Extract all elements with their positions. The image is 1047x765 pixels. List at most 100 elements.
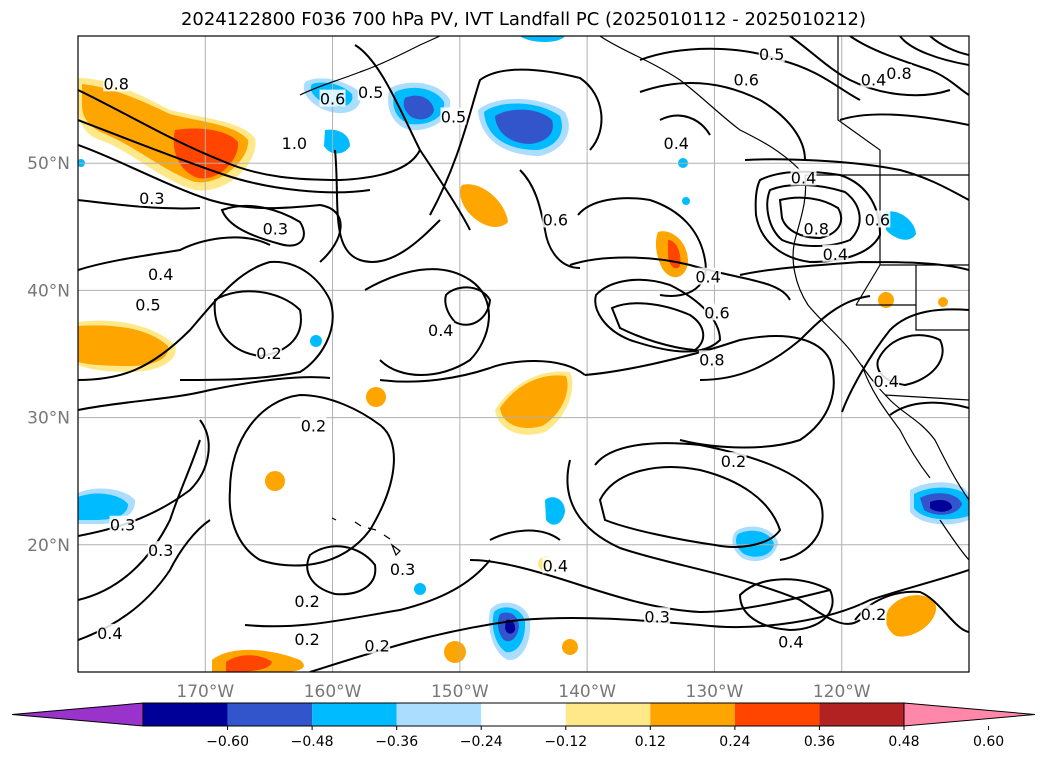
- contour-label-text: 0.4: [97, 624, 122, 643]
- contour-label-text: 0.3: [139, 189, 164, 208]
- colorbar-segment: [819, 703, 904, 726]
- contour-label: 0.6: [733, 70, 760, 90]
- longitude-label: 170°W: [176, 682, 234, 702]
- contour-label-text: 0.4: [791, 168, 816, 187]
- contour-label-text: 0.6: [543, 210, 568, 229]
- contour-label-background: [294, 592, 321, 610]
- coastline-alaska: [299, 36, 441, 96]
- pv-contour-line: [78, 199, 201, 210]
- ivt-negative-region: [403, 95, 434, 120]
- ivt-positive-region: [878, 292, 894, 308]
- pv-contour-line: [309, 569, 969, 672]
- contour-label-text: 0.3: [148, 541, 173, 560]
- contour-label-text: 0.2: [364, 637, 389, 656]
- colorbar-tick-label: 0.36: [804, 734, 835, 750]
- contour-label-text: 0.3: [644, 607, 669, 626]
- contour-label: 0.3: [262, 219, 289, 238]
- contour-label: 0.3: [138, 188, 165, 208]
- contour-label: 0.8: [803, 219, 830, 238]
- border-alaska: [837, 36, 881, 175]
- contour-label-background: [790, 168, 817, 186]
- contour-label-background: [777, 632, 804, 650]
- contour-label: 0.4: [427, 321, 454, 340]
- ivt-negative-region: [414, 583, 426, 595]
- contour-label: 0.2: [294, 630, 321, 649]
- latitude-label: 40°N: [27, 281, 70, 301]
- pv-contour-line: [78, 119, 371, 194]
- contour-label: 0.4: [790, 168, 817, 187]
- contour-label-background: [663, 134, 690, 152]
- ivt-negative-region: [324, 129, 350, 154]
- contour-label-text: 0.5: [358, 83, 383, 102]
- colorbar-extend-low: [11, 702, 144, 727]
- contour-label: 0.4: [96, 623, 123, 643]
- ivt-positive-region: [500, 375, 568, 428]
- pv-contour-line: [584, 335, 835, 449]
- contour-label: 0.4: [695, 267, 722, 287]
- pv-contour-line: [594, 442, 824, 561]
- contour-label: 0.5: [440, 107, 467, 126]
- contour-label: 0.5: [758, 45, 785, 64]
- pv-contour-line: [78, 236, 271, 271]
- contour-label-text: 0.6: [320, 90, 345, 109]
- contour-label-background: [138, 188, 165, 206]
- contour-label-text: 0.8: [886, 64, 911, 83]
- contour-label-background: [147, 265, 174, 283]
- contour-label: 0.3: [389, 560, 416, 579]
- contour-label-background: [860, 604, 887, 622]
- ivt-positive-region: [886, 595, 937, 637]
- ivt-negative-region: [520, 36, 565, 42]
- pv-contour-line: [78, 89, 421, 182]
- pv-contour-line: [364, 268, 490, 376]
- colorbar-segment: [396, 703, 482, 726]
- contour-label: 1.0: [281, 134, 308, 153]
- contour-label-background: [542, 556, 569, 574]
- contour-label-background: [703, 303, 730, 321]
- colorbar-tick-label: 0.24: [719, 734, 750, 750]
- contour-label-text: 0.2: [861, 605, 886, 624]
- longitude-label: 130°W: [686, 682, 744, 702]
- contour-label-background: [109, 515, 136, 533]
- pv-contour-line: [489, 529, 561, 541]
- contour-label: 0.6: [319, 89, 346, 109]
- contour-label-text: 0.6: [704, 303, 729, 322]
- contour-label: 0.2: [294, 592, 321, 611]
- ivt-negative-region: [78, 493, 128, 520]
- contour-label-background: [364, 636, 391, 654]
- colorbar-extend-high: [903, 702, 1036, 727]
- latitude-label: 30°N: [27, 409, 70, 429]
- contour-label-background: [860, 70, 887, 88]
- longitude-label: 150°W: [431, 682, 489, 702]
- pv-contour-line: [469, 559, 831, 614]
- contour-label: 0.2: [255, 344, 282, 363]
- contour-label-text: 0.4: [664, 134, 689, 153]
- colorbar-segment: [143, 703, 228, 726]
- contour-label-text: 0.4: [148, 265, 173, 284]
- contour-label-text: 0.5: [759, 45, 784, 64]
- contour-label-text: 0.4: [778, 633, 803, 652]
- contour-label-background: [440, 107, 467, 125]
- ivt-positive-region: [78, 325, 169, 366]
- pv-contour-line: [839, 113, 969, 126]
- contour-label-background: [281, 134, 308, 152]
- contour-label-background: [873, 371, 900, 389]
- pv-contour-line: [639, 81, 806, 161]
- pv-contour-line: [738, 578, 834, 632]
- pv-contour-line: [244, 559, 491, 628]
- axis-labels: 50°N 40°N 30°N 20°N 170°W 160°W 150°W 140°W 130°…: [27, 154, 871, 702]
- contour-label-background: [255, 344, 282, 361]
- pv-contour-line: [334, 149, 441, 263]
- contour-label: 0.3: [644, 607, 671, 626]
- contour-label-text: 0.3: [110, 516, 135, 535]
- map-frame: [77, 35, 970, 673]
- ivt-positive-region: [366, 387, 386, 407]
- contour-label-background: [644, 607, 671, 625]
- contour-label: 0.8: [698, 350, 725, 369]
- contour-label: 0.4: [822, 244, 849, 264]
- contour-label-text: 0.4: [543, 556, 568, 575]
- contour-labels: 0.8 0.6 0.5 0.5 1.0 0.3 0.3 0.4 0.5 0.2 0.2 0.4 0.6 0…: [96, 45, 912, 656]
- pv-contour-line: [444, 286, 492, 326]
- contour-label-background: [319, 89, 346, 107]
- ivt-negative-region: [884, 211, 916, 240]
